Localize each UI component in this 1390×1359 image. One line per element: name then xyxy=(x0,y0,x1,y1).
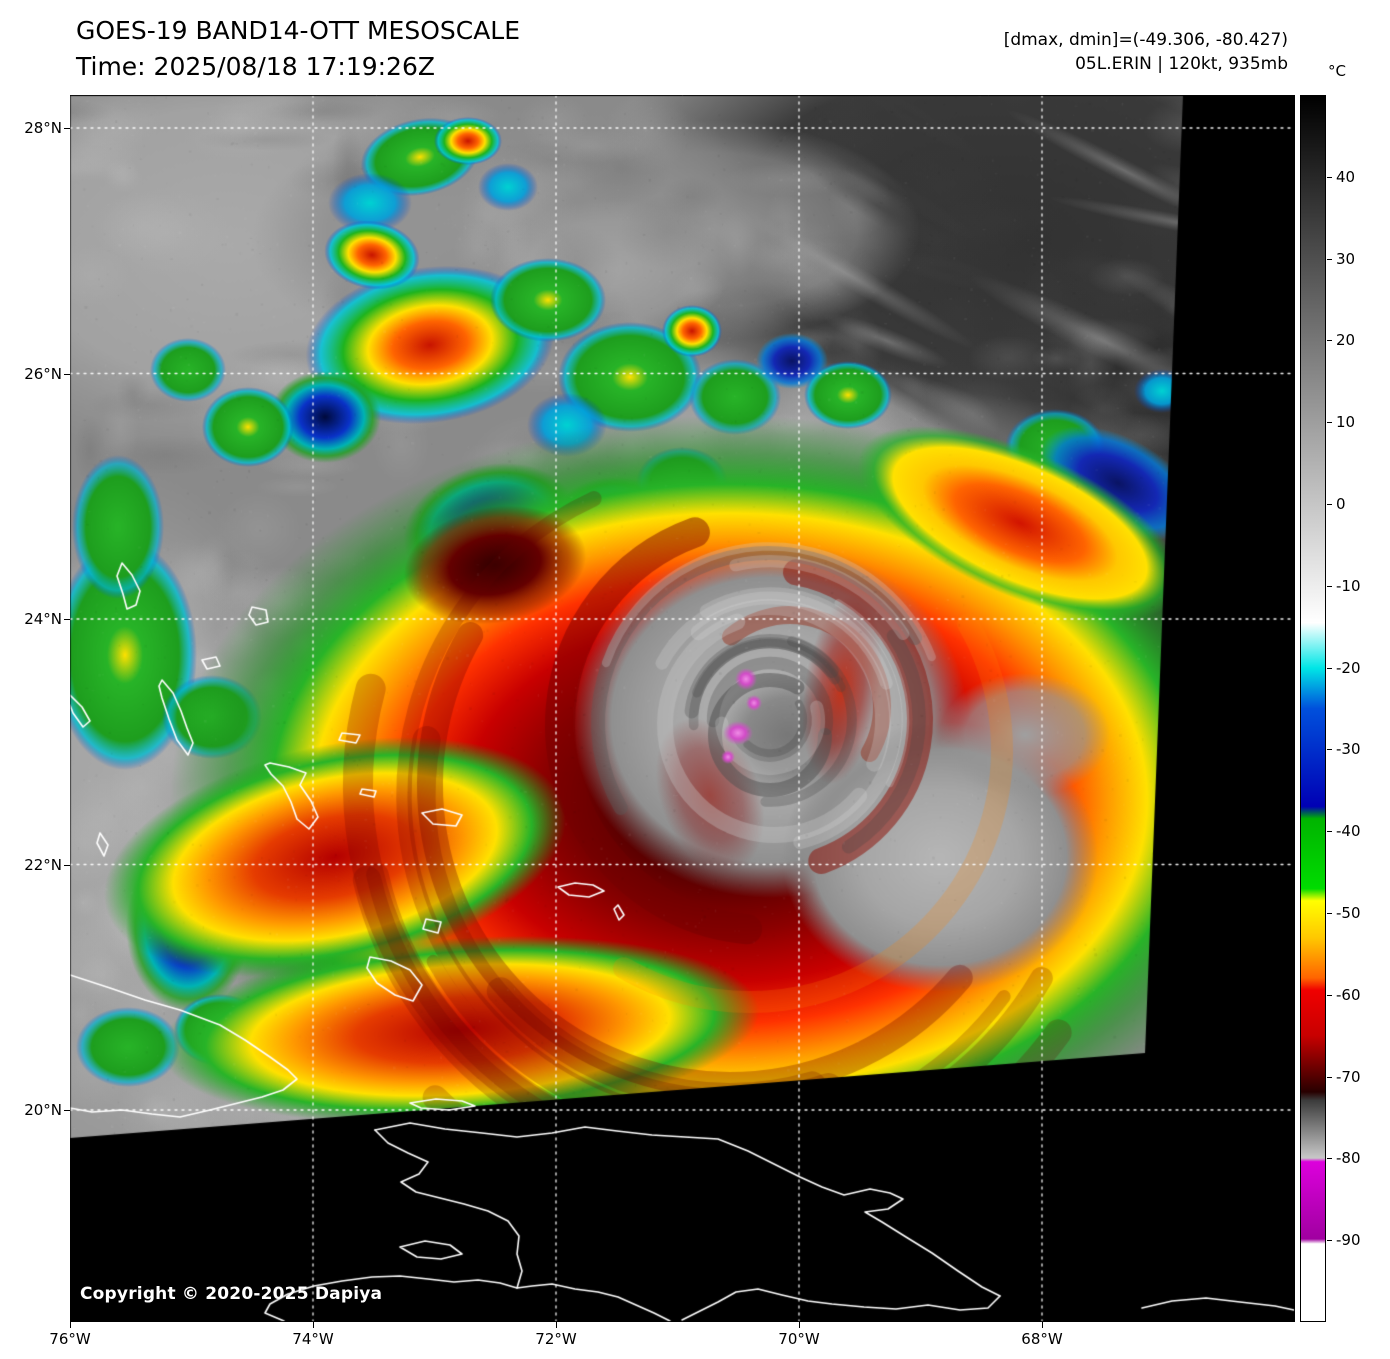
colorbar-tick-label: -60 xyxy=(1336,985,1361,1004)
colorbar-tick-mark xyxy=(1327,1076,1332,1078)
colorbar-tick-mark xyxy=(1327,749,1332,751)
colorbar-tick-mark xyxy=(1327,258,1332,260)
colorbar-tick-mark xyxy=(1327,504,1332,505)
lon-tick-mark xyxy=(1042,1322,1043,1328)
colorbar-tick-label: -30 xyxy=(1336,740,1361,759)
colorbar-tick-label: 10 xyxy=(1336,413,1356,432)
colorbar-tick-label: 30 xyxy=(1336,249,1356,268)
lon-tick-label: 68°W xyxy=(1021,1330,1063,1348)
colorbar-tick-mark xyxy=(1327,585,1332,587)
lat-tick-mark xyxy=(64,128,70,129)
lat-tick-label: 22°N xyxy=(24,855,62,874)
lat-tick-label: 20°N xyxy=(24,1101,62,1119)
lat-tick-mark xyxy=(64,1110,70,1111)
colorbar xyxy=(1300,95,1326,1322)
lon-tick-mark xyxy=(556,1322,557,1328)
lon-tick-label: 76°W xyxy=(49,1330,91,1348)
lat-tick-mark xyxy=(64,864,70,866)
lat-tick-label: 28°N xyxy=(24,119,62,137)
lon-tick-label: 70°W xyxy=(778,1330,820,1348)
storm-info: 05L.ERIN | 120kt, 935mb xyxy=(1075,54,1288,74)
colorbar-tick-label: -40 xyxy=(1336,822,1361,841)
colorbar-tick-mark xyxy=(1327,1158,1332,1160)
colorbar-tick-mark xyxy=(1327,913,1332,914)
colorbar-tick-label: -10 xyxy=(1336,576,1361,595)
lat-tick-mark xyxy=(64,619,70,620)
colorbar-tick-mark xyxy=(1327,831,1332,833)
colorbar-tick-label: 20 xyxy=(1336,331,1356,350)
colorbar-tick-label: -80 xyxy=(1336,1149,1361,1168)
colorbar-tick-mark xyxy=(1327,176,1332,178)
colorbar-tick-mark xyxy=(1327,667,1332,669)
header-right: [dmax, dmin]=(-49.306, -80.427) 05L.ERIN… xyxy=(1004,28,1288,76)
lon-tick-label: 72°W xyxy=(535,1330,577,1348)
colorbar-tick-label: 0 xyxy=(1336,495,1346,513)
colorbar-tick-label: 40 xyxy=(1336,167,1356,186)
lat-tick-label: 24°N xyxy=(24,610,62,628)
dmax-dmin-readout: [dmax, dmin]=(-49.306, -80.427) xyxy=(1003,30,1288,50)
colorbar-tick-label: -70 xyxy=(1336,1067,1361,1086)
lon-tick-mark xyxy=(70,1322,71,1328)
colorbar-tick-label: -20 xyxy=(1336,658,1361,677)
lon-tick-mark xyxy=(313,1322,314,1328)
satellite-canvas xyxy=(70,95,1295,1322)
map-plot: Copyright © 2020-2025 Dapiya xyxy=(70,95,1295,1322)
lat-tick-label: 26°N xyxy=(24,364,62,383)
copyright-text: Copyright © 2020-2025 Dapiya xyxy=(80,1284,383,1304)
lon-tick-label: 74°W xyxy=(292,1330,334,1348)
colorbar-tick-mark xyxy=(1327,422,1332,424)
colorbar-unit: °C xyxy=(1328,62,1346,80)
colorbar-tick-label: -90 xyxy=(1336,1231,1361,1250)
lon-tick-mark xyxy=(799,1322,800,1328)
app-title: GOES-19 BAND14-OTT MESOSCALE xyxy=(76,16,521,45)
colorbar-tick-mark xyxy=(1327,340,1332,342)
timestamp: Time: 2025/08/18 17:19:26Z xyxy=(76,52,435,81)
colorbar-tick-mark xyxy=(1327,994,1332,996)
lat-tick-mark xyxy=(64,373,70,375)
colorbar-tick-mark xyxy=(1327,1240,1332,1242)
colorbar-tick-label: -50 xyxy=(1336,904,1361,922)
